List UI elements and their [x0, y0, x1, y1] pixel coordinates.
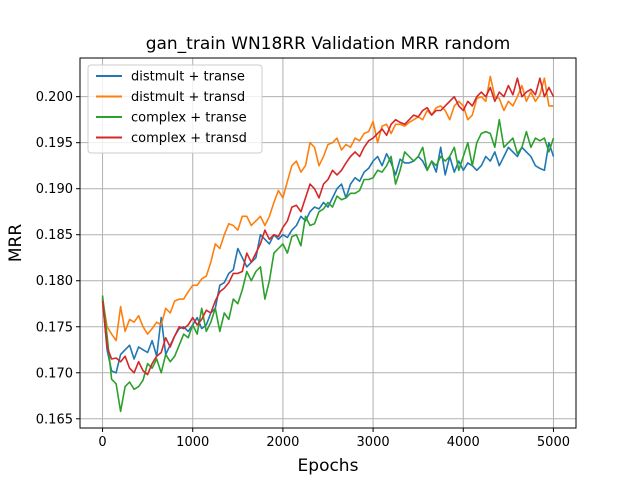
y-tick-label: 0.175: [36, 320, 73, 335]
series-line-0: [101, 141, 555, 374]
y-axis-title: MRR: [6, 224, 26, 262]
x-axis-title: Epochs: [298, 456, 359, 476]
x-tick-label: 4000: [447, 435, 480, 450]
x-tick-label: 5000: [537, 435, 570, 450]
y-tick-label: 0.170: [36, 366, 73, 381]
legend-box: [87, 64, 263, 154]
y-tick-label: 0.200: [36, 90, 73, 105]
legend-label-1: distmult + transd: [131, 90, 245, 105]
y-tick-label: 0.180: [36, 274, 73, 289]
legend-label-2: complex + transe: [131, 111, 247, 126]
x-tick-label: 0: [98, 435, 106, 450]
x-tick-label: 2000: [266, 435, 299, 450]
y-tick-label: 0.190: [36, 182, 73, 197]
chart-title: gan_train WN18RR Validation MRR random: [146, 34, 511, 54]
series-line-1: [101, 75, 554, 342]
y-tick-label: 0.185: [36, 228, 73, 243]
y-tick-label: 0.165: [36, 412, 73, 427]
series-layer: [101, 75, 555, 413]
y-axis-ticks: 0.165 0.170 0.175 0.180 0.185 0.190 0.195 0.200: [36, 90, 80, 427]
series-line-2: [101, 118, 555, 413]
legend-label-3: complex + transd: [131, 131, 247, 146]
x-tick-label: 1000: [176, 435, 209, 450]
plot-frame: [79, 57, 577, 429]
legend-label-0: distmult + transe: [131, 70, 245, 85]
series-line-3: [101, 77, 555, 376]
legend: distmult + transe distmult + transd comple…: [87, 64, 263, 154]
x-tick-label: 3000: [357, 435, 390, 450]
y-tick-label: 0.195: [36, 136, 73, 151]
x-axis-ticks: 0 1000 2000 3000 4000 5000: [98, 428, 570, 450]
